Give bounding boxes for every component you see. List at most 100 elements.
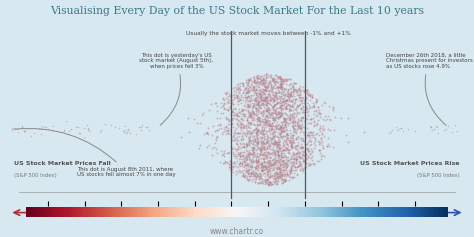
Point <box>264 160 272 163</box>
Point <box>263 131 270 134</box>
Point <box>264 88 271 92</box>
Point <box>202 131 210 135</box>
Point <box>344 116 352 119</box>
Point <box>244 80 252 83</box>
Point <box>246 150 253 154</box>
Point <box>211 101 219 105</box>
Point <box>272 140 280 144</box>
Point <box>224 108 232 112</box>
Point <box>264 146 271 150</box>
Point <box>280 149 288 152</box>
Point <box>252 157 259 160</box>
Point <box>263 99 271 103</box>
Point <box>411 129 419 133</box>
Point <box>271 96 278 100</box>
Point <box>264 177 272 181</box>
Point <box>289 108 296 112</box>
Point <box>250 171 258 175</box>
Point <box>245 99 252 103</box>
Point <box>266 115 274 118</box>
Point <box>228 138 235 142</box>
Point <box>269 77 277 81</box>
Point <box>286 107 294 111</box>
Point <box>288 175 296 178</box>
Point <box>278 130 285 134</box>
Point <box>280 159 287 163</box>
Point <box>274 150 282 154</box>
Point <box>259 98 267 102</box>
Point <box>278 154 285 158</box>
Point <box>282 136 290 140</box>
Point <box>217 160 224 164</box>
Point <box>247 171 255 175</box>
Point <box>260 178 268 182</box>
Point <box>261 100 268 103</box>
Point <box>97 128 105 132</box>
Point <box>37 126 45 129</box>
Point <box>310 141 318 145</box>
Point <box>212 136 220 140</box>
Point <box>303 107 310 111</box>
Point <box>251 174 259 178</box>
Point <box>285 116 293 120</box>
Point <box>267 86 275 89</box>
Point <box>270 79 278 83</box>
Point <box>279 126 287 130</box>
Point <box>238 161 246 164</box>
Point <box>253 106 260 110</box>
Point <box>240 142 248 146</box>
Point <box>14 130 21 134</box>
Point <box>235 119 243 123</box>
Point <box>260 166 267 169</box>
Point <box>255 76 262 80</box>
Point <box>251 86 258 90</box>
Point <box>262 154 269 158</box>
Point <box>230 146 237 150</box>
Point <box>264 177 271 181</box>
Point <box>263 146 271 150</box>
Point <box>248 80 256 84</box>
Point <box>18 125 26 129</box>
Point <box>282 172 289 176</box>
Point <box>303 110 310 114</box>
Point <box>250 116 257 120</box>
Point <box>236 122 243 126</box>
Point <box>270 143 277 147</box>
Point <box>276 76 283 80</box>
Point <box>285 99 292 103</box>
Point <box>304 154 312 158</box>
Point <box>272 177 279 180</box>
Point <box>259 153 267 156</box>
Point <box>286 82 294 86</box>
Point <box>270 172 278 175</box>
Point <box>318 140 326 144</box>
Point <box>317 112 324 116</box>
Point <box>272 93 279 97</box>
Point <box>233 142 241 146</box>
Point <box>300 110 307 114</box>
Point <box>246 158 253 161</box>
Point <box>259 103 267 106</box>
Point <box>281 155 289 158</box>
Point <box>297 127 305 130</box>
Point <box>232 156 240 160</box>
Point <box>228 109 236 113</box>
Point <box>250 150 258 154</box>
Point <box>273 106 281 110</box>
Point <box>228 117 235 121</box>
Point <box>276 104 284 108</box>
Point <box>252 149 259 152</box>
Point <box>273 142 281 146</box>
Point <box>282 140 290 144</box>
Point <box>241 133 249 137</box>
Point <box>301 160 309 163</box>
Point <box>269 141 277 145</box>
Point <box>261 171 269 175</box>
Point <box>235 87 242 90</box>
Point <box>300 119 307 123</box>
Point <box>245 174 253 178</box>
Point <box>247 93 255 97</box>
Point <box>279 163 286 166</box>
Point <box>273 158 280 162</box>
Point <box>254 104 261 107</box>
